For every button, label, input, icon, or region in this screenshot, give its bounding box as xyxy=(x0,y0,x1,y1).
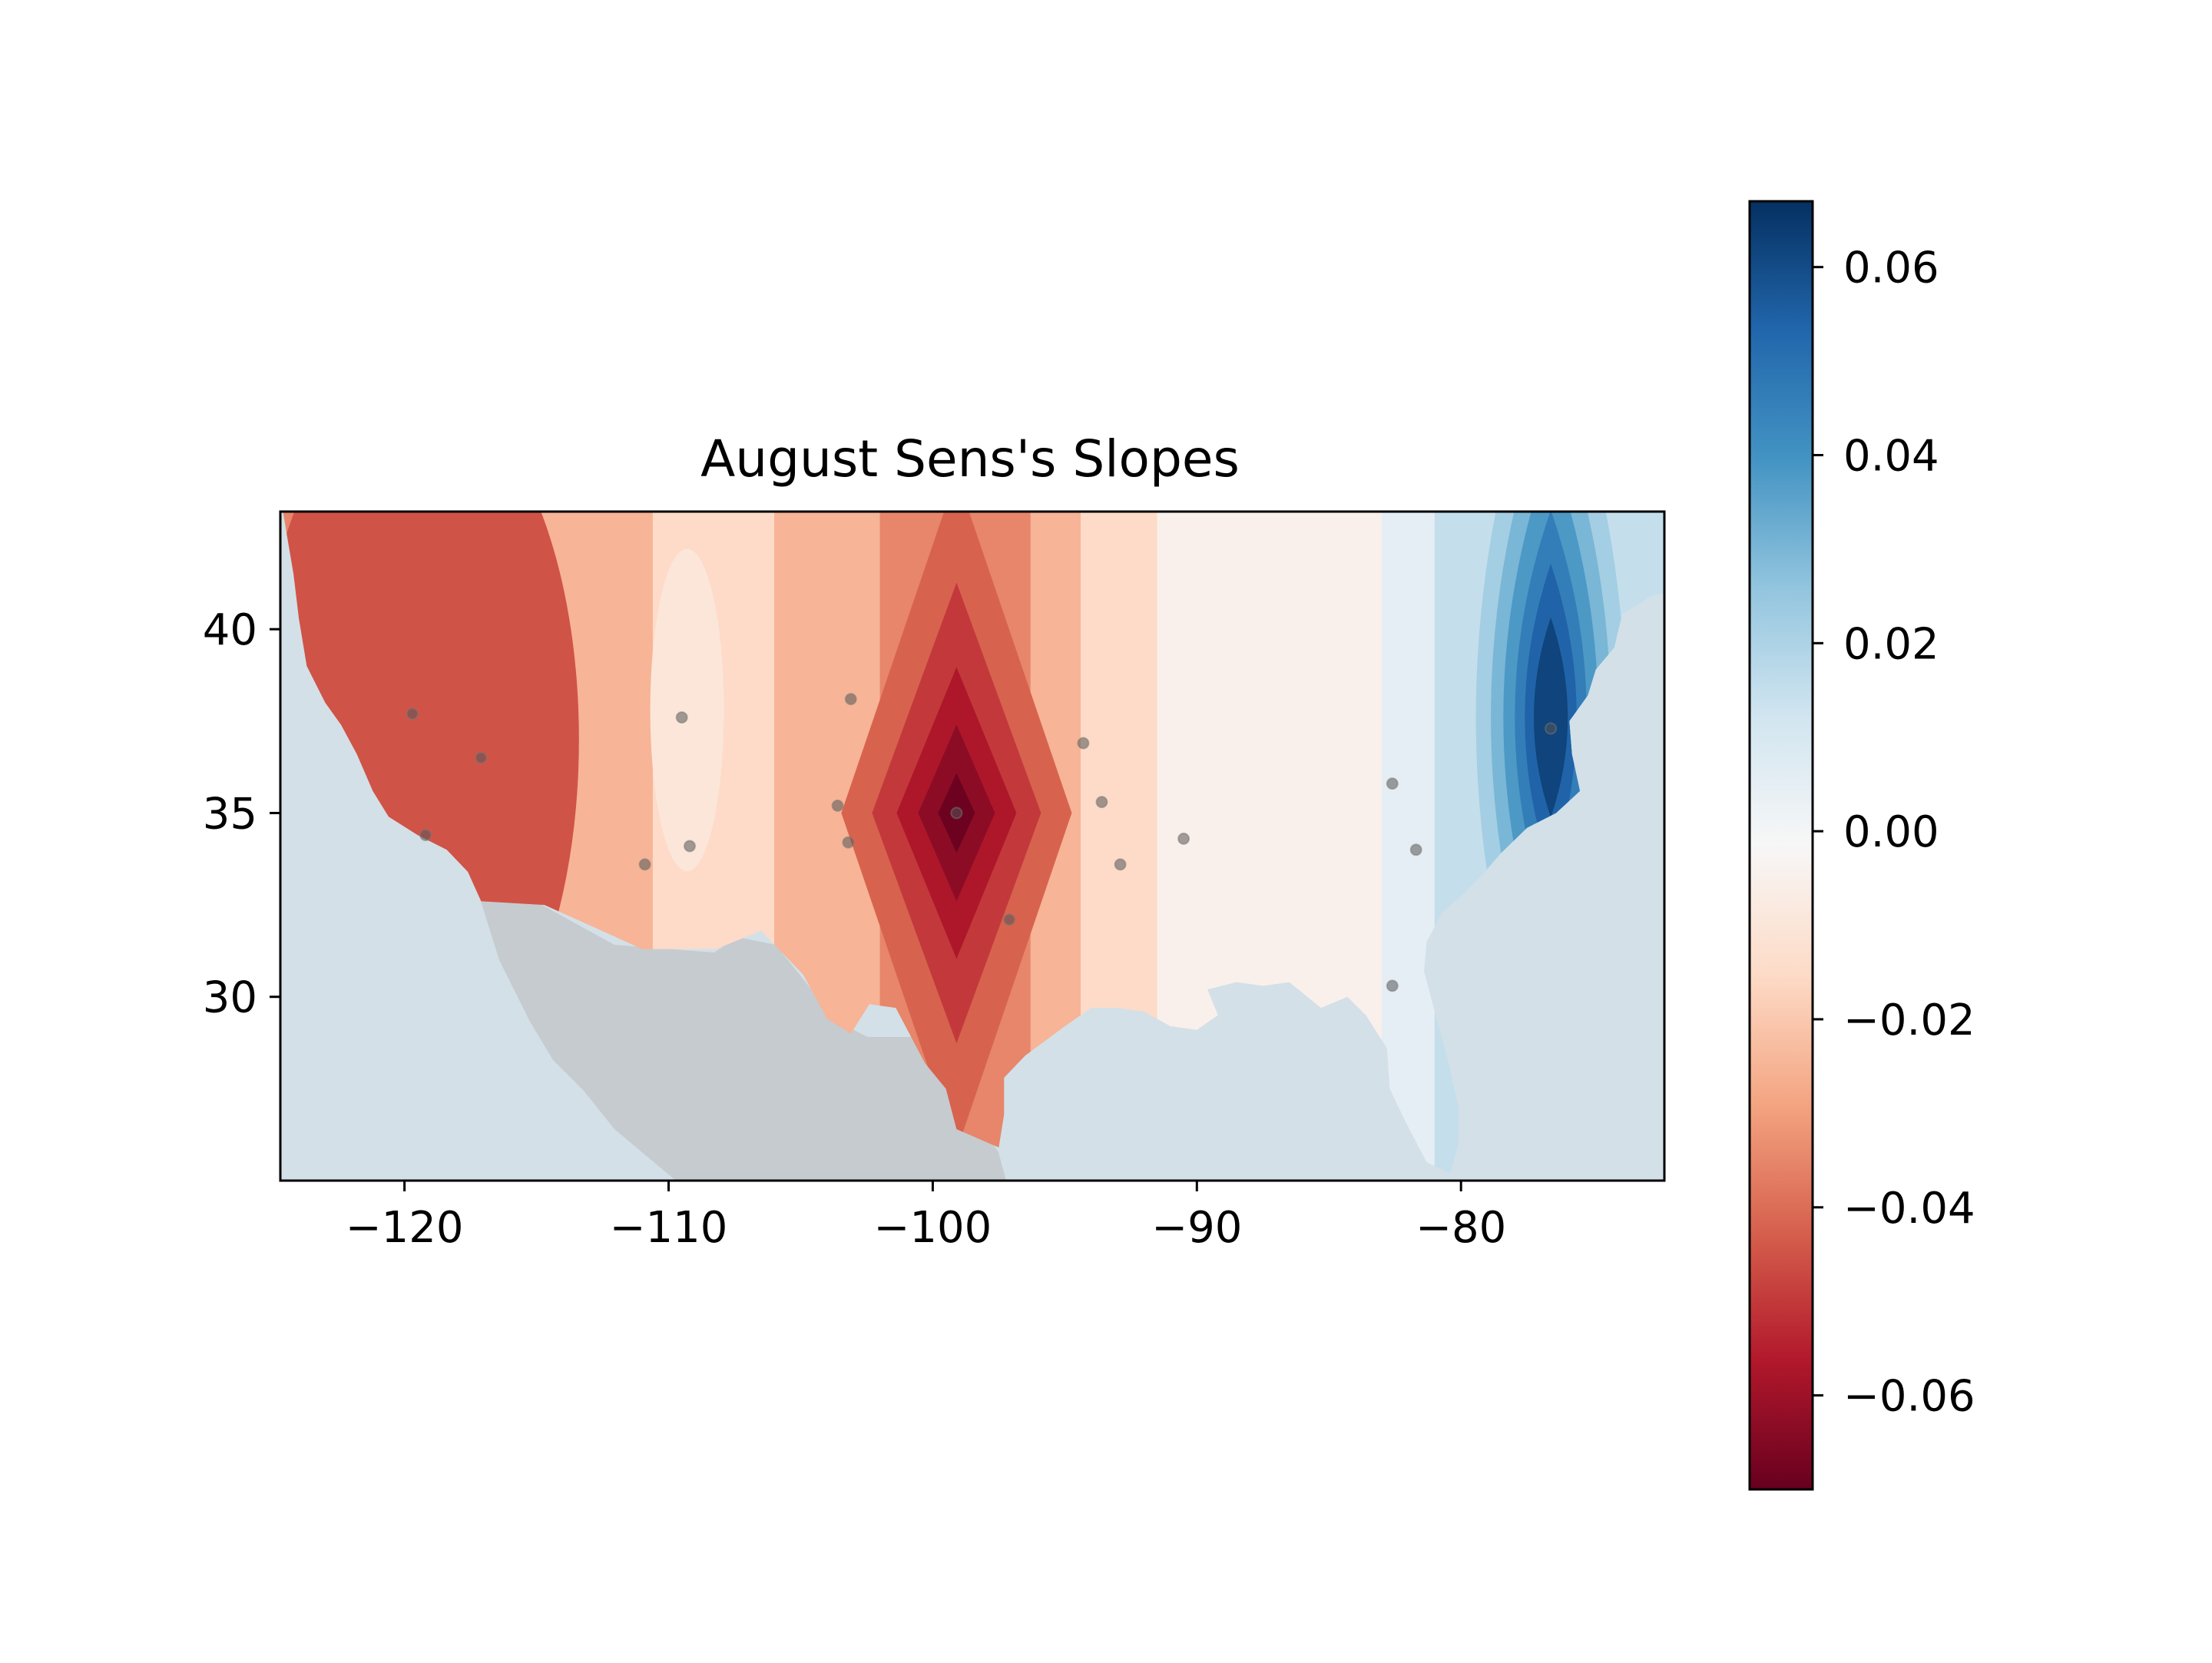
plot-area xyxy=(280,512,1664,1181)
x-axis: −120 −110 −100 −90 −80 xyxy=(346,1181,1506,1253)
colorbar-tick-label: 0.02 xyxy=(1843,619,1939,669)
plot-frame xyxy=(279,510,1666,1182)
station-marker xyxy=(1545,722,1558,735)
y-tick-label: 40 xyxy=(203,605,257,655)
station-marker xyxy=(1409,843,1422,856)
station-marker xyxy=(675,711,688,724)
station-marker xyxy=(1003,913,1016,926)
station-marker xyxy=(406,707,419,721)
x-tick-label: −120 xyxy=(346,1203,464,1253)
chart-title: August Sens's Slopes xyxy=(700,429,1240,489)
station-marker xyxy=(1386,777,1399,790)
contour-band xyxy=(1382,512,1435,1174)
station-marker xyxy=(842,836,855,849)
y-tick-label: 35 xyxy=(203,789,257,839)
station-marker xyxy=(1177,832,1190,845)
colorbar-tick-label: 0.06 xyxy=(1843,243,1939,293)
x-tick-label: −100 xyxy=(874,1203,992,1253)
colorbar-tick-label: −0.06 xyxy=(1843,1372,1975,1422)
station-marker xyxy=(419,829,432,842)
colorbar: −0.06 −0.04 −0.02 0.00 0.02 0.04 0.06 xyxy=(1748,200,1975,1491)
colorbar-tick-label: −0.02 xyxy=(1843,995,1975,1045)
y-axis: 30 35 40 xyxy=(203,605,280,1023)
contour-lobe-east xyxy=(1534,618,1568,817)
mexico-landmass xyxy=(480,899,1006,1181)
station-marker xyxy=(1114,858,1127,871)
station-marker xyxy=(684,840,696,853)
station-marker xyxy=(844,693,857,706)
station-marker xyxy=(638,858,651,871)
x-tick-label: −90 xyxy=(1151,1203,1242,1253)
station-marker xyxy=(1077,737,1090,750)
y-tick-label: 30 xyxy=(203,973,257,1023)
colorbar-tick-label: 0.00 xyxy=(1843,807,1939,857)
contour-lens xyxy=(650,548,724,872)
colorbar-ticks: −0.06 −0.04 −0.02 0.00 0.02 0.04 0.06 xyxy=(1813,243,1975,1422)
colorbar-frame xyxy=(1748,200,1814,1491)
colorbar-tick-label: −0.04 xyxy=(1843,1184,1975,1234)
station-marker xyxy=(1095,796,1108,809)
colorbar-tick-label: 0.04 xyxy=(1843,432,1939,482)
station-marker xyxy=(1386,979,1399,992)
station-markers xyxy=(406,693,1558,992)
station-marker xyxy=(950,807,963,820)
x-tick-label: −110 xyxy=(610,1203,728,1253)
x-tick-label: −80 xyxy=(1416,1203,1506,1253)
colorbar-gradient xyxy=(1750,201,1813,1489)
station-marker xyxy=(831,799,844,812)
station-marker xyxy=(475,751,488,764)
